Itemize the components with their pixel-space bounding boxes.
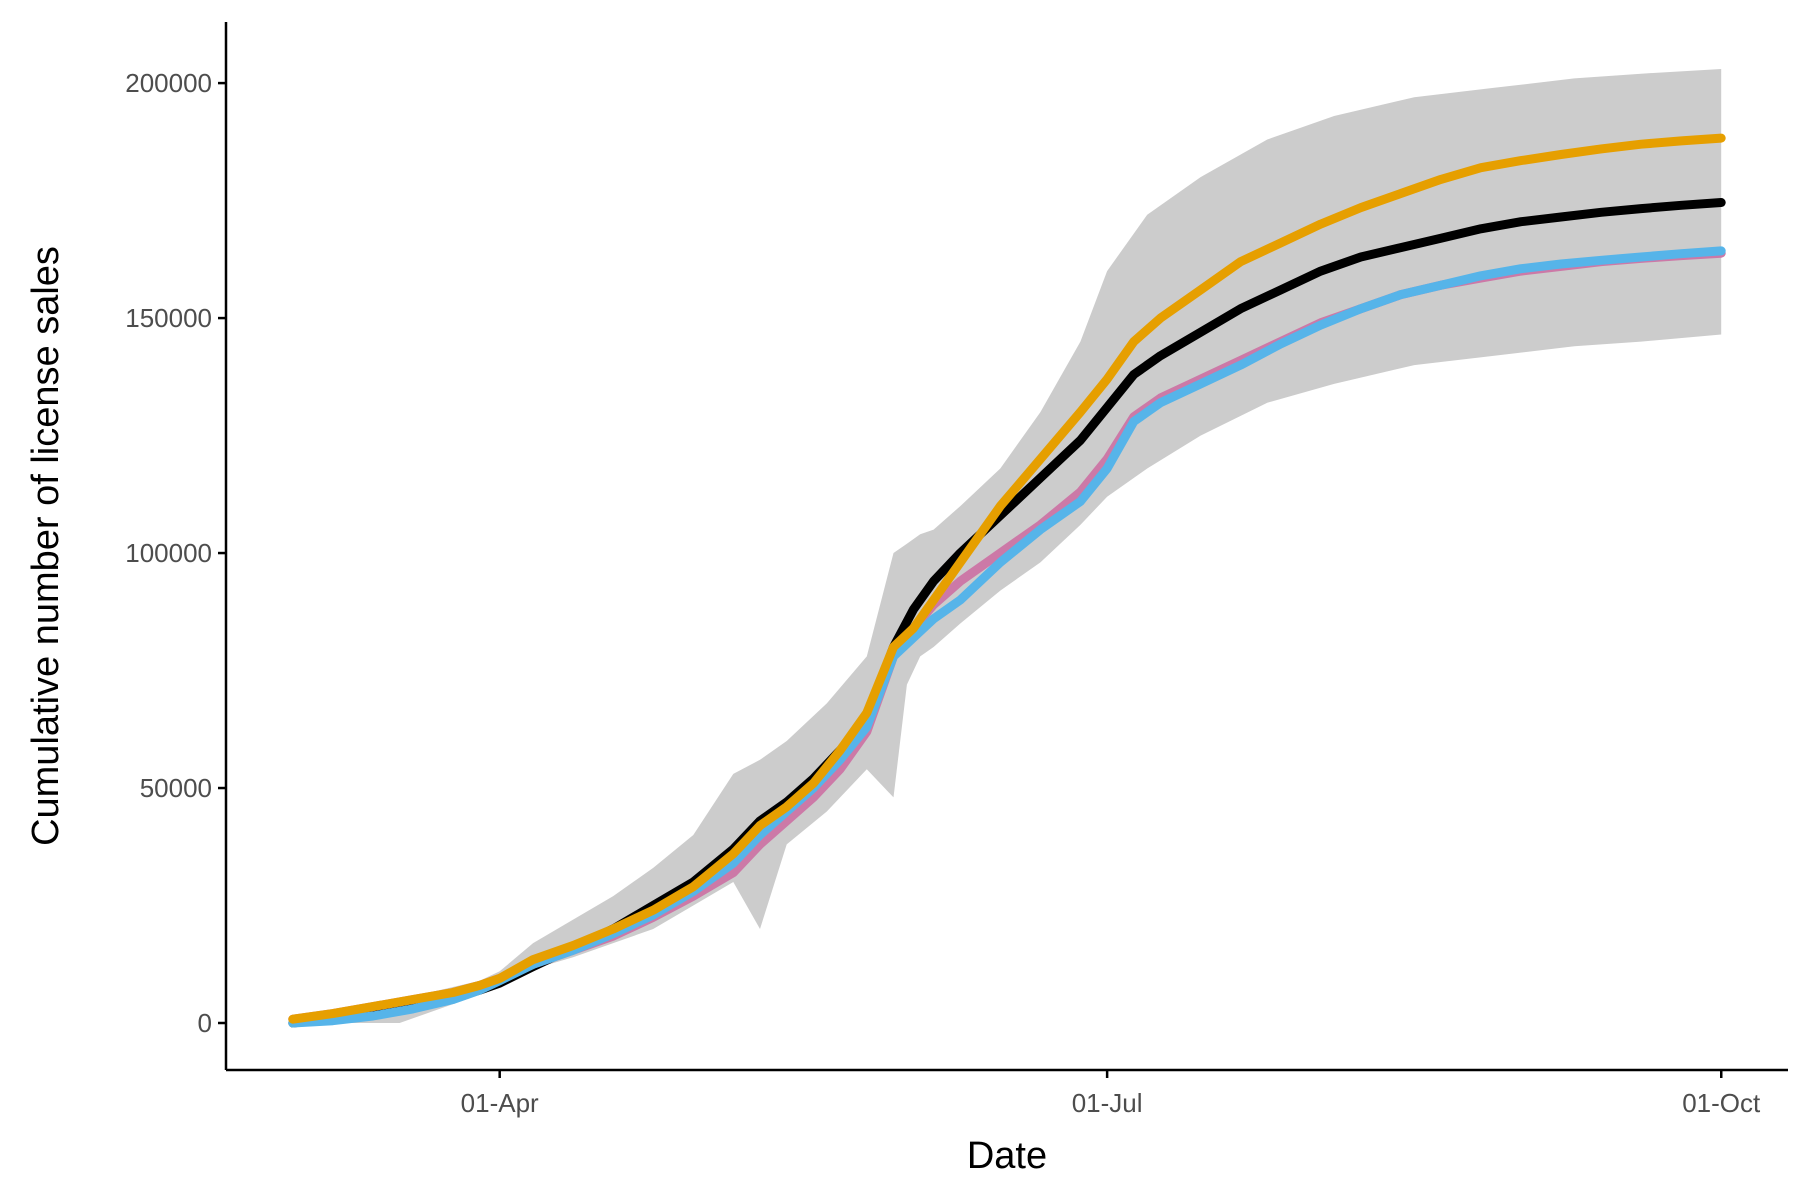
x-tick-label: 01-Apr (461, 1088, 539, 1118)
y-ticks: 0 50000 100000 150000 200000 (125, 68, 226, 1038)
y-tick-label: 100000 (125, 538, 212, 568)
x-ticks: 01-Apr 01-Jul 01-Oct (461, 1070, 1761, 1118)
series-line-3 (288, 246, 1726, 1028)
x-tick-label: 01-Oct (1682, 1088, 1761, 1118)
y-tick-label: 0 (198, 1008, 212, 1038)
plot-area (288, 69, 1726, 1028)
y-axis-title: Cumulative number of license sales (25, 246, 67, 846)
y-tick-label: 200000 (125, 68, 212, 98)
series-line-4 (288, 133, 1726, 1024)
y-tick-label: 50000 (140, 773, 212, 803)
x-tick-label: 01-Jul (1072, 1088, 1143, 1118)
x-axis-title: Date (967, 1135, 1047, 1177)
series-line-2 (288, 248, 1726, 1024)
y-tick-label: 150000 (125, 303, 212, 333)
